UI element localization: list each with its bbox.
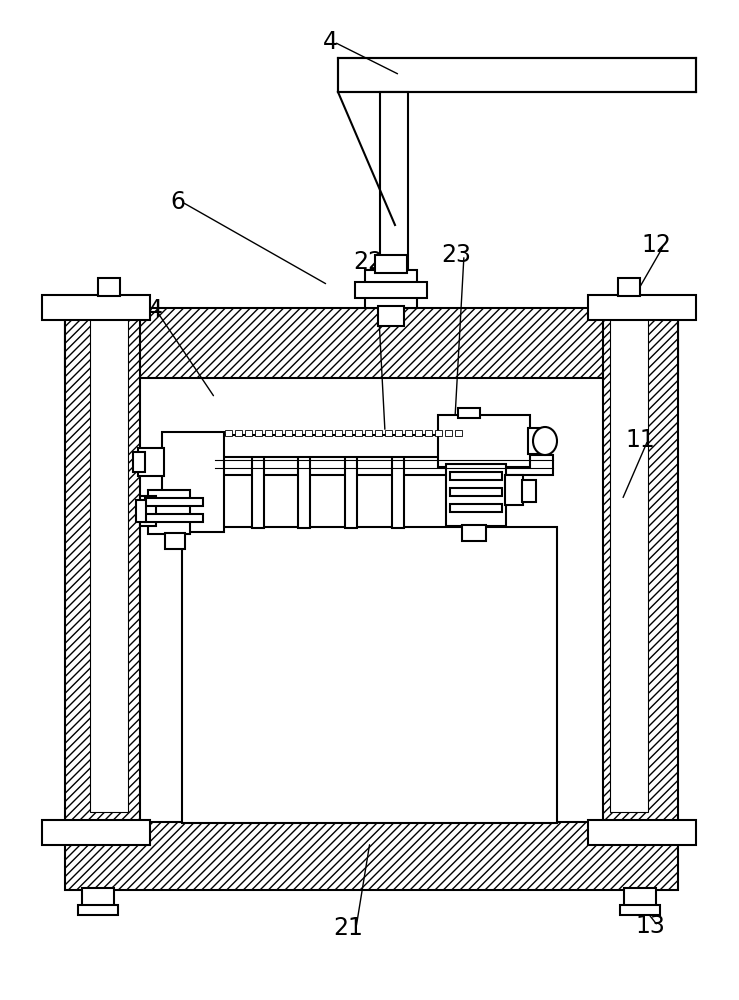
Bar	[220, 435, 462, 457]
Bar	[462, 525, 486, 541]
Bar	[365, 430, 372, 436]
Bar	[145, 498, 203, 506]
Bar	[588, 820, 696, 845]
Bar	[235, 430, 242, 436]
Bar	[165, 533, 185, 549]
Text: 4: 4	[322, 30, 338, 54]
Bar	[415, 430, 422, 436]
Bar	[82, 888, 114, 906]
Text: 24: 24	[133, 298, 163, 322]
Bar	[378, 306, 404, 326]
Bar	[42, 820, 150, 845]
Bar	[136, 500, 146, 522]
Bar	[355, 282, 427, 298]
Bar	[610, 318, 648, 812]
Bar	[405, 430, 412, 436]
Bar	[182, 527, 557, 823]
Bar	[624, 888, 656, 906]
Bar	[365, 270, 417, 308]
Bar	[42, 295, 150, 320]
Bar	[215, 455, 553, 475]
Bar	[392, 456, 404, 528]
Bar	[450, 504, 502, 512]
Bar	[618, 278, 640, 296]
Bar	[425, 430, 432, 436]
Bar	[588, 295, 696, 320]
Text: 12: 12	[641, 233, 671, 257]
Bar	[275, 430, 282, 436]
Text: 6: 6	[171, 190, 185, 214]
Bar	[620, 905, 660, 915]
Bar	[325, 430, 332, 436]
Bar	[265, 430, 272, 436]
Bar	[345, 456, 357, 528]
Bar	[380, 92, 408, 297]
Bar	[133, 452, 145, 472]
Bar	[455, 430, 462, 436]
Bar	[438, 415, 530, 467]
Bar	[148, 490, 190, 534]
Bar	[345, 430, 352, 436]
Bar	[285, 430, 292, 436]
Text: 23: 23	[441, 243, 471, 267]
Bar	[375, 255, 407, 273]
Bar	[505, 475, 523, 505]
Bar	[528, 428, 546, 454]
Text: 13: 13	[635, 914, 665, 938]
Bar	[450, 472, 502, 480]
Ellipse shape	[533, 427, 557, 455]
Bar	[522, 480, 536, 502]
Bar	[138, 448, 164, 476]
Bar	[385, 430, 392, 436]
Bar	[98, 278, 120, 296]
Text: 11: 11	[625, 428, 655, 452]
Bar	[305, 430, 312, 436]
Text: 21: 21	[333, 916, 363, 940]
Bar	[446, 464, 506, 526]
Bar	[298, 456, 310, 528]
Bar	[335, 430, 342, 436]
Bar	[65, 308, 678, 378]
Bar	[65, 308, 140, 822]
Bar	[162, 432, 224, 532]
Bar	[603, 308, 678, 822]
Bar	[395, 430, 402, 436]
Bar	[295, 430, 302, 436]
Bar	[458, 408, 480, 418]
Bar	[338, 58, 696, 92]
Bar	[435, 430, 442, 436]
Bar	[65, 822, 678, 890]
Bar	[225, 430, 232, 436]
Bar	[255, 430, 262, 436]
Bar	[445, 430, 452, 436]
Bar	[140, 496, 156, 526]
Bar	[145, 514, 203, 522]
Bar	[78, 905, 118, 915]
Bar	[245, 430, 252, 436]
Bar	[375, 430, 382, 436]
Text: 22: 22	[353, 250, 383, 274]
Bar	[252, 456, 264, 528]
Bar	[450, 488, 502, 496]
Bar	[90, 318, 128, 812]
Bar	[355, 430, 362, 436]
Bar	[315, 430, 322, 436]
